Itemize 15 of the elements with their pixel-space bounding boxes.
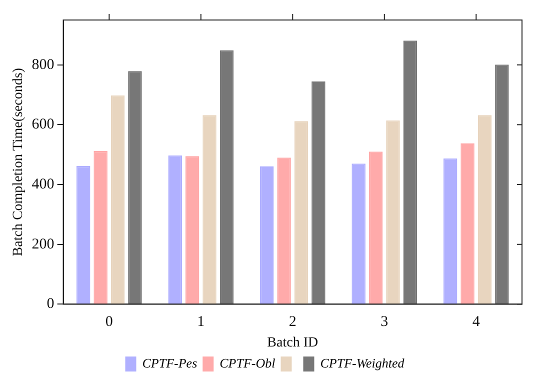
y-tick-label: 0 [46, 296, 54, 312]
x-tick-label: 1 [197, 314, 205, 330]
legend-label: CPTF-Pes [142, 355, 198, 370]
x-tick-label: 4 [472, 314, 480, 330]
x-tick-label: 3 [380, 314, 388, 330]
x-tick-label: 2 [288, 314, 296, 330]
y-tick-label: 400 [32, 176, 54, 192]
legend-label: CPTF-Obl [220, 355, 276, 370]
y-tick-label: 600 [32, 116, 54, 133]
y-axis-title: Batch Completion Time(seconds) [11, 68, 26, 256]
legend-label: CPTF-Weighted [320, 355, 405, 370]
y-tick-label: 800 [32, 56, 54, 73]
x-axis-title: Batch ID [267, 335, 318, 350]
x-tick-label: 0 [105, 314, 113, 330]
y-tick-label: 200 [32, 236, 54, 252]
